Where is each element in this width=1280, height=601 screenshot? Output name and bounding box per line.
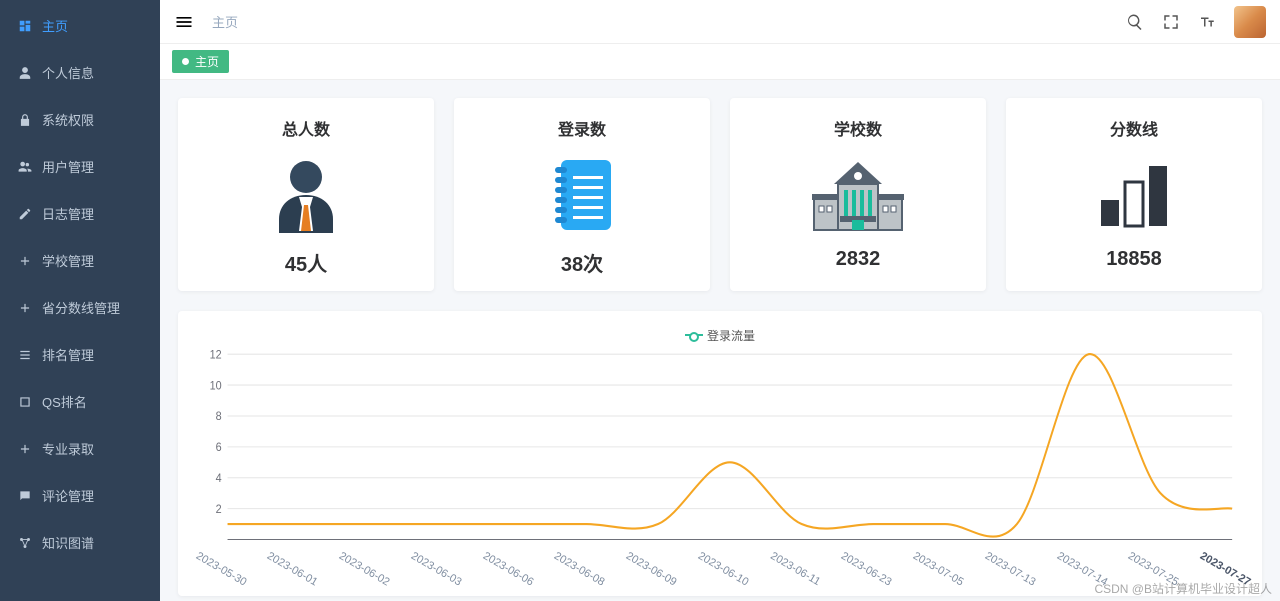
card-title: 学校数 (740, 116, 976, 140)
svg-text:12: 12 (210, 350, 222, 362)
sidebar-item-0[interactable]: 主页 (0, 2, 160, 49)
breadcrumb: 主页 (212, 12, 238, 31)
fontsize-icon[interactable] (1198, 13, 1216, 31)
x-label: 2023-06-02 (337, 550, 392, 589)
legend-label: 登录流量 (707, 327, 755, 344)
sidebar-item-2[interactable]: 系统权限 (0, 96, 160, 143)
app-root: 主页个人信息系统权限用户管理日志管理学校管理省分数线管理排名管理 QS排名专业录取… (0, 0, 1280, 601)
plus-icon (18, 254, 32, 268)
x-label: 2023-06-06 (480, 550, 535, 589)
hamburger-icon[interactable] (174, 12, 194, 32)
card-icon (464, 150, 700, 240)
search-icon[interactable] (1126, 13, 1144, 31)
sidebar-item-1[interactable]: 个人信息 (0, 49, 160, 96)
sidebar-item-label: 知识图谱 (42, 533, 94, 552)
tag-label: 主页 (195, 53, 219, 70)
tag-active-dot (182, 58, 189, 65)
stat-card-2: 学校数 2832 (730, 98, 986, 291)
x-label: 2023-06-08 (552, 550, 607, 589)
topbar: 主页 (160, 0, 1280, 44)
fullscreen-icon[interactable] (1162, 13, 1180, 31)
chart-x-labels: 2023-05-302023-06-012023-06-022023-06-03… (198, 550, 1242, 590)
plus-icon (18, 301, 32, 315)
sidebar-item-5[interactable]: 学校管理 (0, 237, 160, 284)
chart-plot: 2 4 6 8 10 12 (198, 350, 1242, 550)
sidebar-item-11[interactable]: 知识图谱 (0, 519, 160, 566)
avatar[interactable] (1234, 6, 1266, 38)
topbar-actions (1126, 6, 1266, 38)
tag-home[interactable]: 主页 (172, 50, 229, 73)
content: 总人数 45人登录数 38次学校数 2832分数线 18858 登录 (160, 80, 1280, 601)
x-label: 2023-07-05 (911, 550, 966, 589)
square-icon (18, 395, 32, 409)
sidebar-item-4[interactable]: 日志管理 (0, 190, 160, 237)
users-icon (18, 160, 32, 174)
sidebar-item-label: 省分数线管理 (42, 298, 120, 317)
card-title: 登录数 (464, 116, 700, 140)
sidebar-item-label: 评论管理 (42, 486, 94, 505)
chart-card: 登录流量 2 4 6 8 10 12 2023-05-30 2023-06-01 2023-0… (178, 311, 1262, 596)
watermark: CSDN @B站计算机毕业设计超人 (1094, 580, 1272, 597)
lock-icon (18, 113, 32, 127)
pen-icon (18, 207, 32, 221)
x-label: 2023-06-10 (696, 550, 751, 589)
x-label: 2023-06-01 (265, 550, 320, 589)
card-title: 分数线 (1016, 116, 1252, 140)
card-icon (740, 150, 976, 240)
sidebar-item-label: 排名管理 (42, 345, 94, 364)
sidebar-item-label: 学校管理 (42, 251, 94, 270)
sidebar-item-3[interactable]: 用户管理 (0, 143, 160, 190)
sidebar-item-6[interactable]: 省分数线管理 (0, 284, 160, 331)
sidebar-item-8[interactable]: QS排名 (0, 378, 160, 425)
sidebar-item-label: 个人信息 (42, 63, 94, 82)
card-icon (188, 150, 424, 240)
sidebar-item-9[interactable]: 专业录取 (0, 425, 160, 472)
legend-marker-icon (685, 334, 703, 336)
stat-card-0: 总人数 45人 (178, 98, 434, 291)
sidebar-item-label: QS排名 (42, 392, 87, 411)
list-icon (18, 348, 32, 362)
stat-card-1: 登录数 38次 (454, 98, 710, 291)
stats-cards: 总人数 45人登录数 38次学校数 2832分数线 18858 (178, 98, 1262, 291)
card-icon (1016, 150, 1252, 240)
sidebar-item-7[interactable]: 排名管理 (0, 331, 160, 378)
sidebar-item-10[interactable]: 评论管理 (0, 472, 160, 519)
x-label: 2023-06-23 (839, 550, 894, 589)
card-value: 18858 (1016, 248, 1252, 271)
sidebar-item-label: 系统权限 (42, 110, 94, 129)
x-label: 2023-06-03 (409, 550, 464, 589)
svg-text:4: 4 (216, 472, 222, 484)
card-value: 38次 (464, 248, 700, 277)
plus-icon (18, 442, 32, 456)
tags-row: 主页 (160, 44, 1280, 80)
sidebar: 主页个人信息系统权限用户管理日志管理学校管理省分数线管理排名管理 QS排名专业录取… (0, 0, 160, 601)
sidebar-item-label: 用户管理 (42, 157, 94, 176)
sidebar-item-label: 专业录取 (42, 439, 94, 458)
sidebar-item-label: 主页 (42, 16, 68, 35)
svg-text:6: 6 (216, 441, 222, 453)
graph-icon (18, 536, 32, 550)
card-value: 45人 (188, 248, 424, 277)
user-icon (18, 66, 32, 80)
x-label: 2023-06-09 (624, 550, 679, 589)
legend-item[interactable]: 登录流量 (685, 327, 755, 344)
svg-text:8: 8 (216, 410, 222, 422)
x-label: 2023-06-11 (768, 550, 822, 588)
sidebar-item-label: 日志管理 (42, 204, 94, 223)
x-label: 2023-05-30 (193, 550, 248, 589)
svg-text:2: 2 (216, 503, 222, 515)
x-label: 2023-07-13 (983, 550, 1038, 589)
main-area: 主页 主页 总人数 (160, 0, 1280, 601)
card-title: 总人数 (188, 116, 424, 140)
card-value: 2832 (740, 248, 976, 271)
chat-icon (18, 489, 32, 503)
svg-text:10: 10 (210, 380, 222, 392)
chart-legend: 登录流量 (198, 325, 1242, 344)
stat-card-3: 分数线 18858 (1006, 98, 1262, 291)
dashboard-icon (18, 19, 32, 33)
